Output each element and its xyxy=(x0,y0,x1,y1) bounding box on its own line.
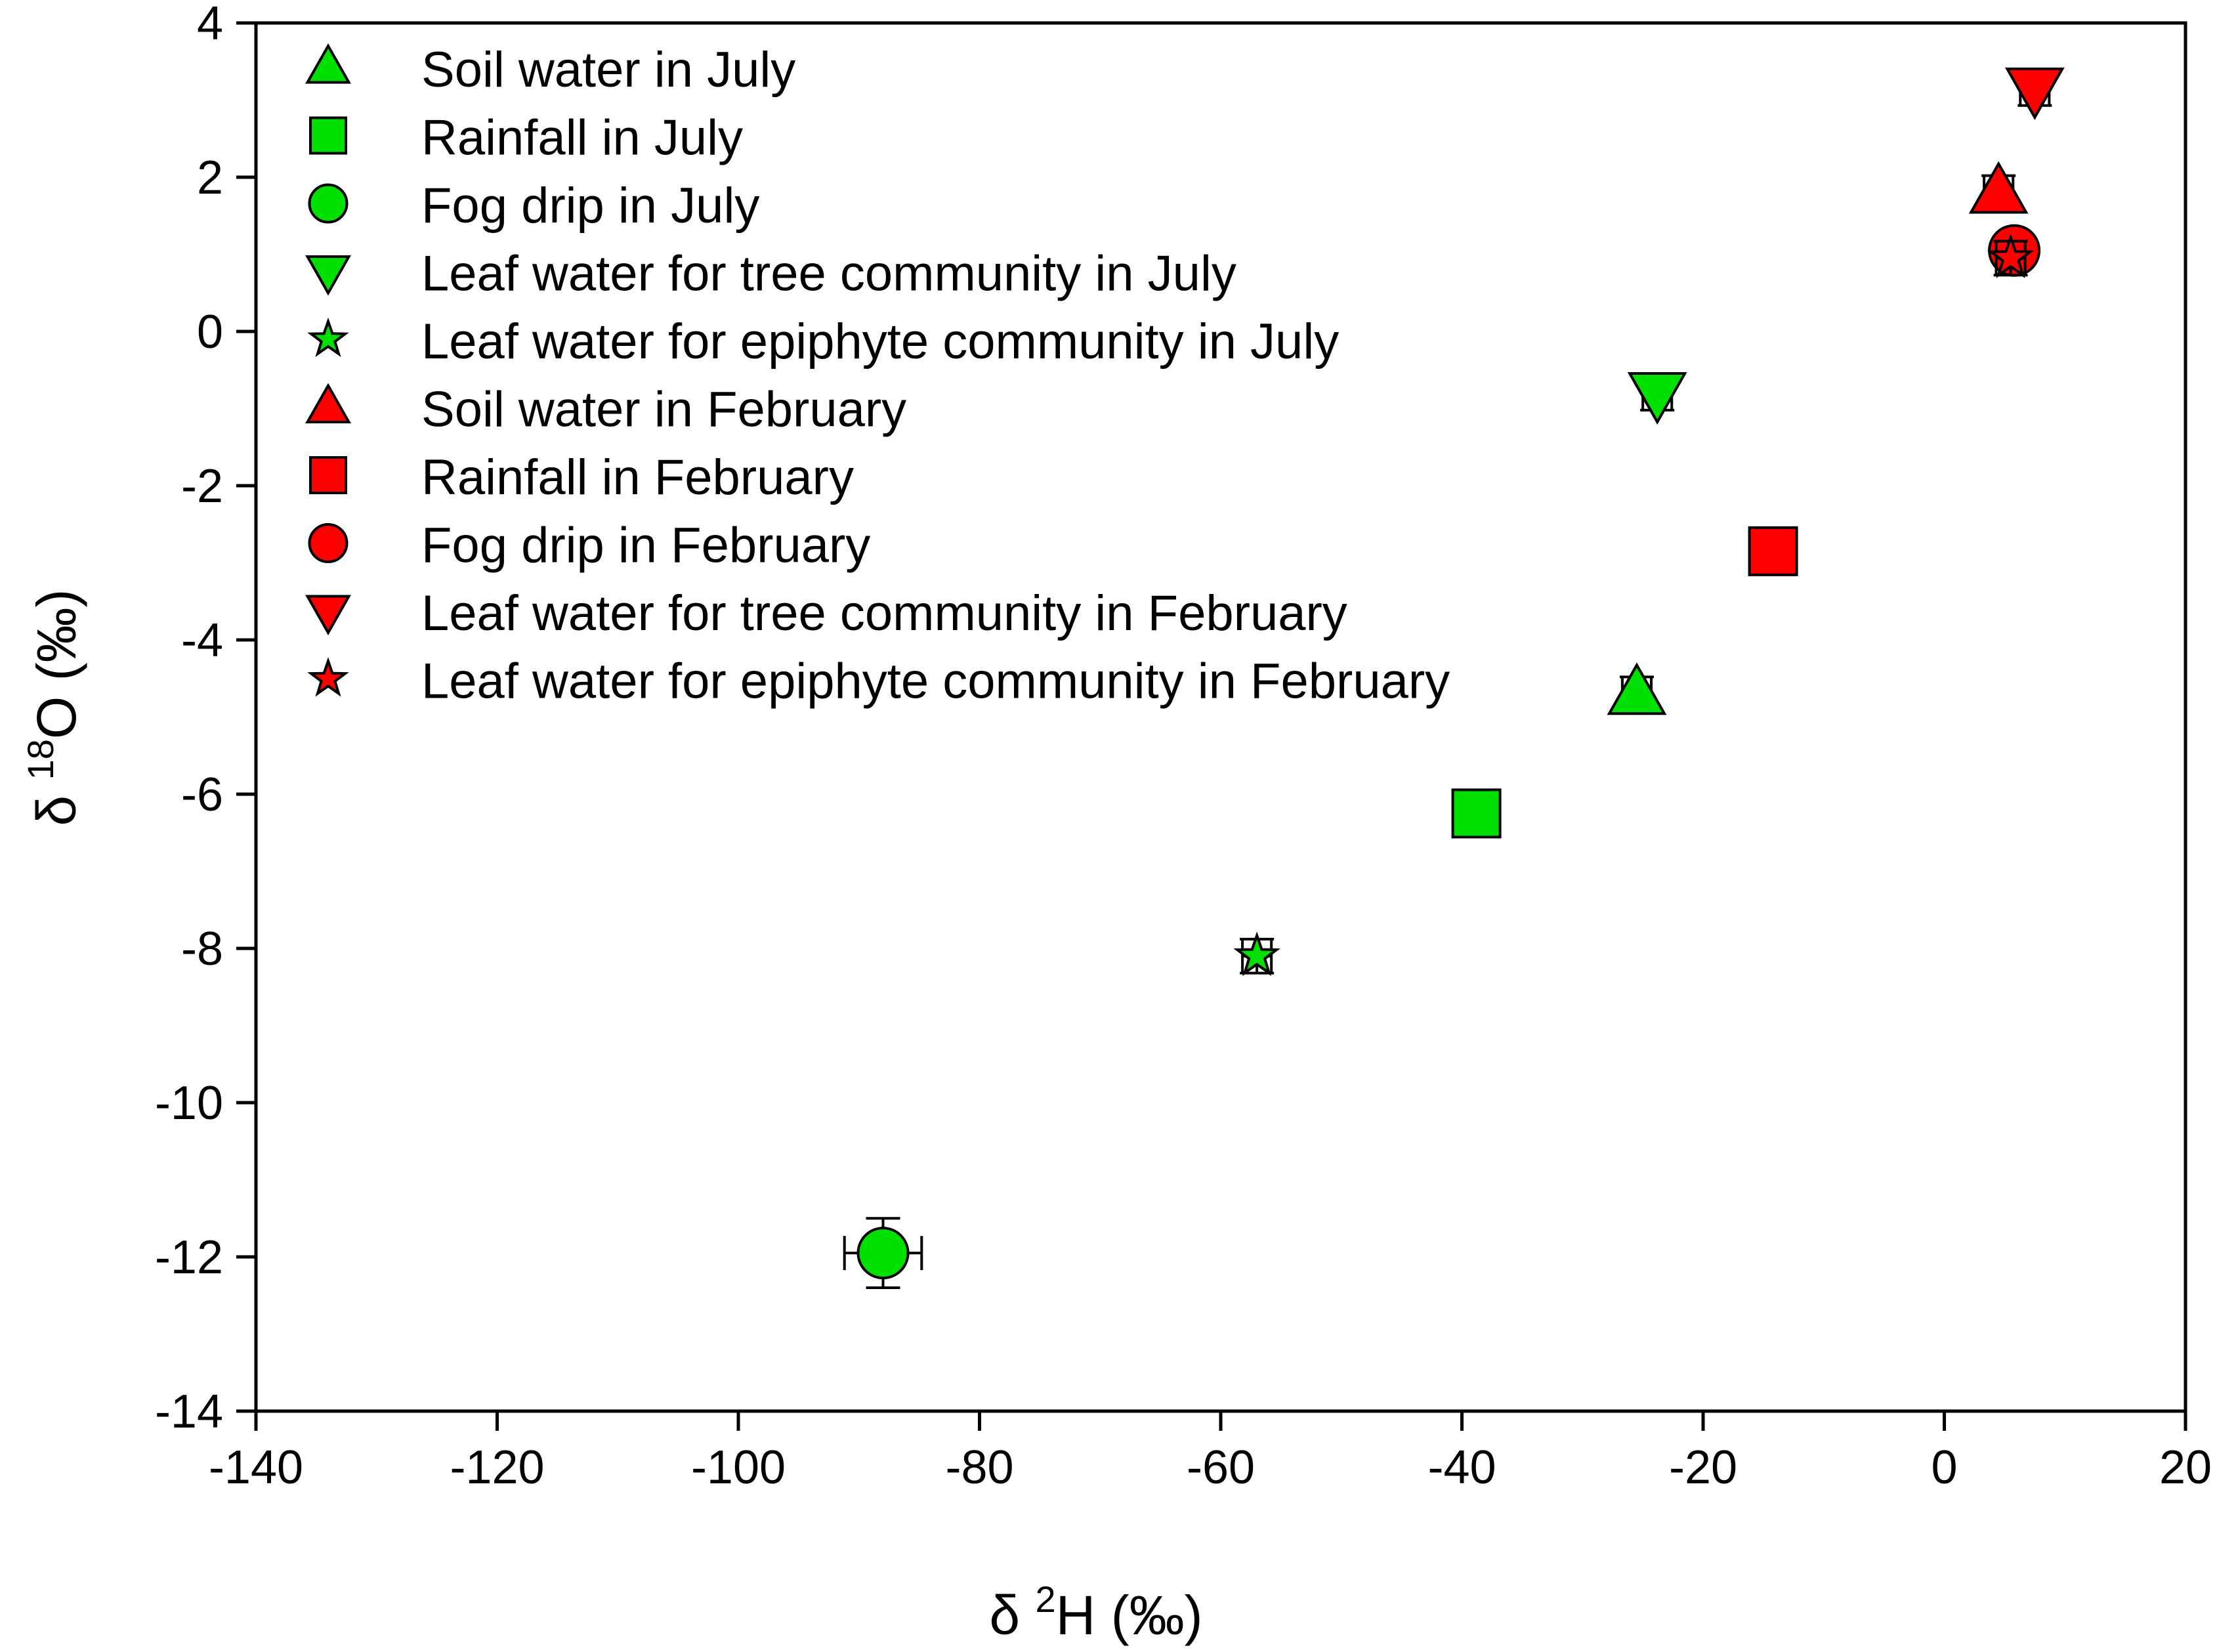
legend-label: Fog drip in July xyxy=(421,178,759,234)
point-marker-triangle-up xyxy=(1968,161,2029,214)
legend-label: Soil water in July xyxy=(421,42,795,98)
data-point xyxy=(843,1217,923,1289)
data-point xyxy=(1627,372,1687,425)
legend-label: Rainfall in February xyxy=(421,450,854,505)
x-tick-label: -20 xyxy=(1669,1441,1737,1494)
legend-label: Leaf water for epiphyte community in Jul… xyxy=(421,314,1339,370)
legend-entry: Soil water in July xyxy=(305,42,795,98)
y-tick-label: 2 xyxy=(197,152,223,204)
point-marker-square xyxy=(1451,788,1502,839)
legend-marker-circle xyxy=(308,523,348,563)
point-marker-square xyxy=(1748,526,1798,576)
x-axis-title: δ 2H (‰) xyxy=(989,1578,1202,1646)
y-tick-label: -8 xyxy=(181,923,223,975)
data-point xyxy=(1451,788,1502,839)
point-marker-triangle-down xyxy=(2004,67,2065,120)
x-tick-label: -140 xyxy=(209,1441,303,1494)
data-points xyxy=(843,67,2065,1289)
y-tick-label: -6 xyxy=(181,769,223,821)
legend-marker-triangle-up xyxy=(305,383,351,423)
data-point xyxy=(1607,662,1667,715)
legend: Soil water in July Rainfall in July Fog dr… xyxy=(305,42,1450,710)
legend-entry: Fog drip in July xyxy=(308,178,759,234)
legend-marker-circle xyxy=(308,183,348,224)
point-marker-triangle-up xyxy=(1607,662,1667,715)
legend-entry: Leaf water for tree community in July xyxy=(305,246,1236,302)
data-point xyxy=(1233,931,1280,977)
legend-marker-triangle-down xyxy=(305,255,351,296)
legend-label: Leaf water for epiphyte community in Feb… xyxy=(421,654,1450,710)
y-tick-label: -4 xyxy=(181,614,223,667)
x-tick-label: -40 xyxy=(1427,1441,1496,1494)
legend-marker-star xyxy=(307,317,349,358)
legend-label: Leaf water for tree community in July xyxy=(421,246,1236,302)
point-marker-star xyxy=(1987,233,2035,278)
legend-entry: Leaf water for tree community in Februar… xyxy=(305,585,1347,641)
legend-entry: Fog drip in February xyxy=(308,518,870,574)
legend-entry: Leaf water for epiphyte community in Jul… xyxy=(307,314,1339,370)
legend-marker-triangle-down xyxy=(305,595,351,636)
y-tick-label: 4 xyxy=(197,0,223,50)
x-tick-label: -60 xyxy=(1187,1441,1255,1494)
legend-marker-square xyxy=(309,116,347,155)
y-axis-title: δ 18O (‰) xyxy=(20,589,87,826)
x-tick-label: -120 xyxy=(450,1441,544,1494)
legend-label: Soil water in February xyxy=(421,382,906,438)
x-tick-label: -100 xyxy=(691,1441,786,1494)
legend-label: Fog drip in February xyxy=(421,518,870,574)
y-tick-label: -10 xyxy=(155,1077,223,1130)
data-point xyxy=(1987,233,2035,278)
legend-marker-star xyxy=(307,657,349,697)
legend-entry: Rainfall in July xyxy=(309,110,743,166)
data-point xyxy=(1748,526,1798,576)
y-tick-label: -14 xyxy=(155,1386,223,1438)
legend-label: Rainfall in July xyxy=(421,110,743,166)
legend-entry: Leaf water for epiphyte community in Feb… xyxy=(307,654,1450,710)
y-axis: -14 -12 -10 -8 -6 -4 -2 0 2 4 xyxy=(155,0,256,1438)
x-tick-label: 20 xyxy=(2159,1441,2212,1494)
x-tick-label: -80 xyxy=(945,1441,1013,1494)
data-point xyxy=(2004,67,2065,120)
legend-entry: Soil water in February xyxy=(305,382,906,438)
point-marker-triangle-down xyxy=(1627,372,1687,425)
x-tick-label: 0 xyxy=(1931,1441,1957,1494)
legend-label: Leaf water for tree community in Februar… xyxy=(421,585,1347,641)
legend-marker-square xyxy=(309,456,347,494)
y-tick-label: 0 xyxy=(197,306,223,358)
point-marker-star xyxy=(1233,931,1280,977)
point-marker-circle xyxy=(856,1227,910,1280)
data-point xyxy=(1968,161,2029,214)
legend-marker-triangle-up xyxy=(305,43,351,84)
y-tick-label: -2 xyxy=(181,460,223,513)
x-axis: -140 -120 -100 -80 -60 -40 -20 0 20 xyxy=(209,1411,2212,1494)
legend-entry: Rainfall in February xyxy=(309,450,854,505)
y-tick-label: -12 xyxy=(155,1231,223,1284)
